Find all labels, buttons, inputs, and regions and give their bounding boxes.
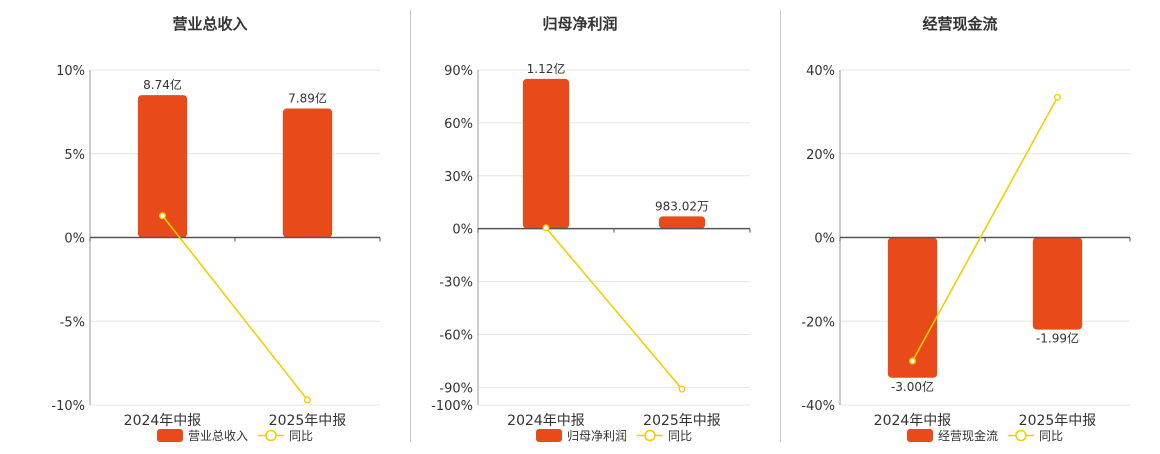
panel-divider <box>780 10 781 442</box>
legend-line-label: 同比 <box>1039 429 1063 443</box>
y-tick-label: 5% <box>64 148 85 163</box>
legend-line-label: 同比 <box>289 429 313 443</box>
chart-2: 归母净利润 90% 60% 30% 0% -30% -60% -90% -100% 1.12亿 98… <box>431 15 751 443</box>
legend-bar-label: 经营现金流 <box>938 428 998 443</box>
legend-bar-label: 归母净利润 <box>567 429 627 443</box>
chart-title: 经营现金流 <box>922 15 997 33</box>
y-tick-label: 30% <box>444 170 473 185</box>
bar <box>137 95 188 238</box>
line-point <box>542 224 550 232</box>
bar <box>282 108 333 238</box>
line-point <box>909 357 917 365</box>
y-tick-label: 60% <box>444 117 473 132</box>
bar-data-label: -1.99亿 <box>1036 331 1079 346</box>
legend-line-marker <box>644 429 656 442</box>
panel-divider <box>410 10 411 442</box>
line-point <box>1053 93 1061 101</box>
legend-bar-swatch <box>157 429 183 442</box>
y-tick-label: 0% <box>814 232 835 247</box>
legend-bar-swatch <box>536 429 562 442</box>
bar-data-label: 7.89亿 <box>288 91 327 106</box>
y-tick-label: 0% <box>64 232 85 247</box>
bar-data-label: 1.12亿 <box>527 61 566 76</box>
chart-title: 营业总收入 <box>172 15 247 33</box>
line-series <box>161 215 309 401</box>
legend-line-marker <box>1015 429 1027 442</box>
chart-1: 营业总收入 10% 5% 0% -5% -10% 8.74亿 7.89亿 2024年中报 2025… <box>51 15 381 443</box>
y-tick-label: 90% <box>444 64 473 79</box>
y-tick-label: -30% <box>439 276 473 291</box>
bar <box>658 216 706 229</box>
y-tick-label: -40% <box>801 399 835 414</box>
bar <box>1032 237 1083 330</box>
y-tick-label: -100% <box>431 399 473 414</box>
x-tick-label: 2024年中报 <box>507 413 585 429</box>
x-tick-label: 2024年中报 <box>124 413 202 429</box>
y-tick-label: -90% <box>439 381 473 396</box>
y-tick-label: 20% <box>806 148 835 163</box>
y-tick-label: 10% <box>56 64 85 79</box>
x-tick-label: 2024年中报 <box>874 413 952 429</box>
line-point <box>304 396 312 404</box>
bar <box>522 78 570 229</box>
legend-line-label: 同比 <box>668 429 692 443</box>
legend-bar-swatch <box>907 429 933 442</box>
chart-3: 经营现金流 40% 20% 0% -20% -40% -3.00亿 -1.99亿 2024年中报… <box>801 15 1131 443</box>
chart-title: 归母净利润 <box>542 15 617 33</box>
x-tick-label: 2025年中报 <box>269 413 347 429</box>
y-tick-label: -20% <box>801 315 835 330</box>
bar <box>887 237 938 378</box>
y-tick-label: -5% <box>60 315 85 330</box>
line-series <box>911 96 1059 362</box>
bar-data-label: -3.00亿 <box>891 379 934 394</box>
bar-data-label: 983.02万 <box>655 199 709 213</box>
y-tick-label: -10% <box>51 399 85 414</box>
x-tick-label: 2025年中报 <box>643 413 721 429</box>
legend-line-marker <box>265 429 277 442</box>
x-tick-label: 2025年中报 <box>1019 413 1097 429</box>
line-series <box>545 227 683 390</box>
legend-bar-label: 营业总收入 <box>188 429 248 443</box>
bar-data-label: 8.74亿 <box>143 77 182 92</box>
line-point <box>158 212 166 220</box>
y-tick-label: 40% <box>806 64 835 79</box>
line-point <box>678 385 686 393</box>
y-tick-label: -60% <box>439 328 473 343</box>
y-tick-label: 0% <box>452 223 473 238</box>
